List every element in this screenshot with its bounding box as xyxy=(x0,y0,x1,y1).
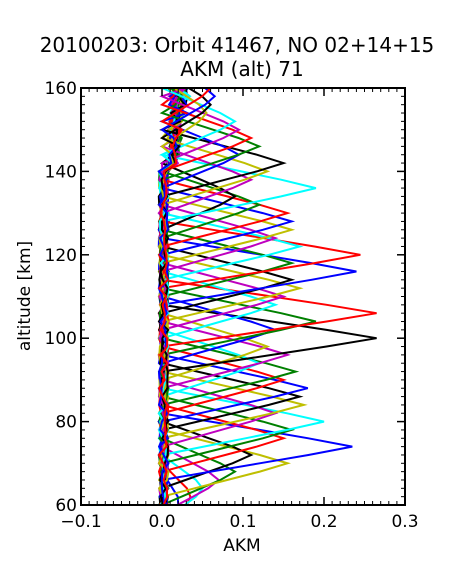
x-tick-label: 0.3 xyxy=(391,512,418,532)
y-axis-label: altitude [km] xyxy=(15,241,35,351)
kernel-curve-152km xyxy=(157,87,237,506)
y-tick-label: 60 xyxy=(55,496,77,516)
tick-labels: −0.1 0.0 0.1 0.2 0.3 60 80 100 120 140 160 xyxy=(45,79,419,532)
y-tick-label: 100 xyxy=(45,329,77,349)
kernel-curves xyxy=(157,87,377,506)
axis-ticks xyxy=(80,87,406,506)
x-axis-label: AKM xyxy=(223,536,260,556)
kernel-curve-160km xyxy=(157,87,212,506)
chart-subtitle: AKM (alt) 71 xyxy=(180,57,303,81)
kernel-curve-74km xyxy=(157,87,353,506)
x-tick-label: 0.2 xyxy=(310,512,337,532)
y-tick-label: 120 xyxy=(45,246,77,266)
chart-title: 20100203: Orbit 41467, NO 02+14+15 xyxy=(40,33,435,57)
y-tick-label: 160 xyxy=(45,79,77,99)
y-tick-label: 140 xyxy=(45,162,77,182)
x-tick-label: −0.1 xyxy=(60,512,101,532)
y-tick-label: 80 xyxy=(55,413,77,433)
x-tick-label: 0.1 xyxy=(229,512,256,532)
x-tick-label: 0.0 xyxy=(148,512,175,532)
